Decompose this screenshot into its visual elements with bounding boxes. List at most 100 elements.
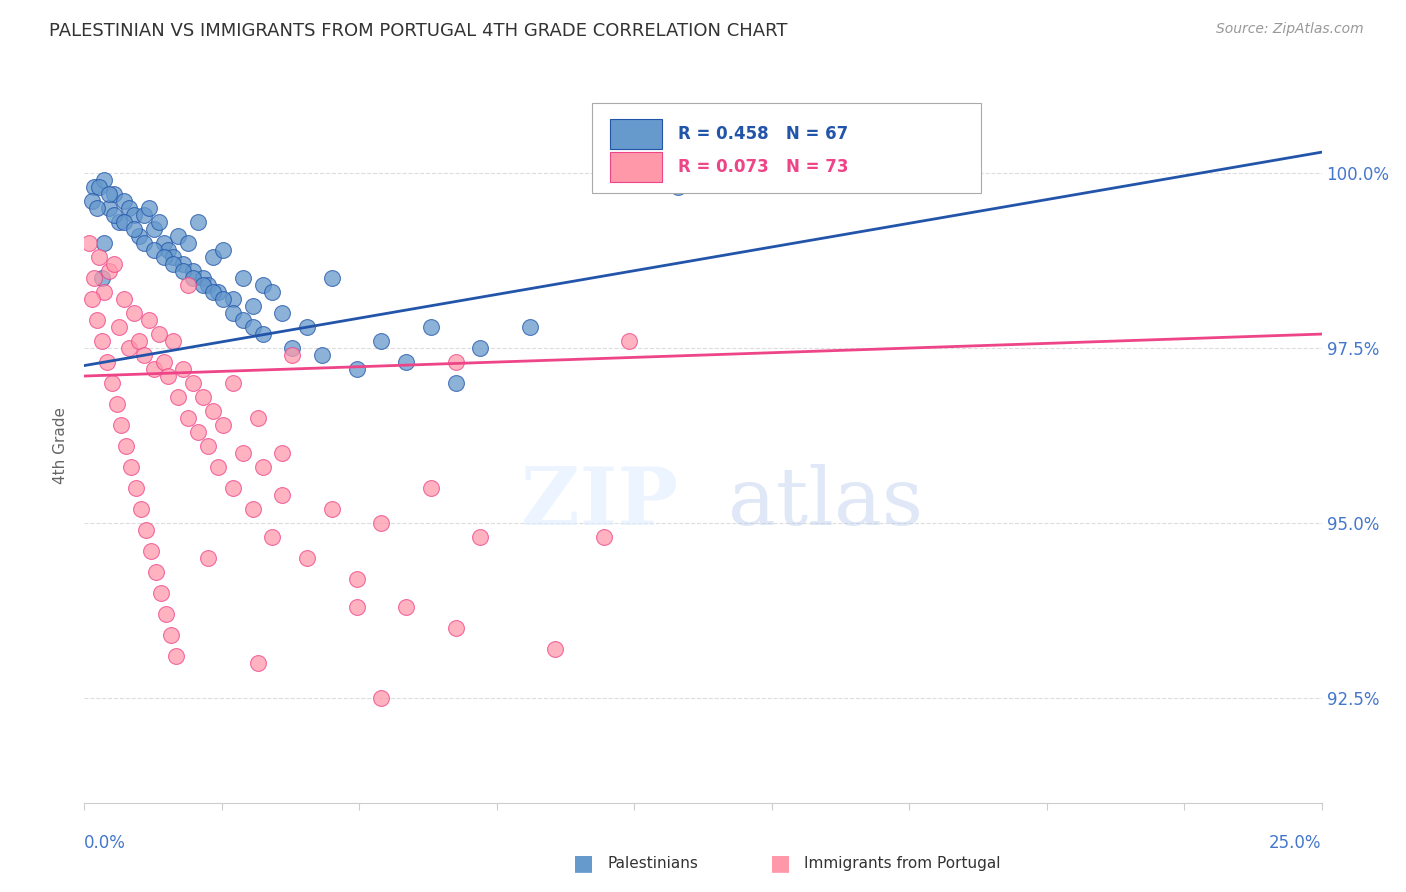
Point (444, 355, 467, 369)
Point (162, 334, 184, 348)
Point (128, 334, 150, 348)
Point (395, 599, 418, 614)
Point (98, 264, 121, 278)
Text: Source: ZipAtlas.com: Source: ZipAtlas.com (1216, 22, 1364, 37)
Point (271, 306, 294, 320)
Point (132, 208, 155, 222)
Point (103, 187, 125, 202)
FancyBboxPatch shape (610, 120, 662, 149)
Point (212, 417, 235, 432)
Point (187, 425, 209, 439)
Point (138, 313, 160, 327)
Point (80, 292, 103, 306)
Point (281, 341, 304, 355)
Point (79, 236, 101, 251)
Point (311, 348, 333, 362)
Point (232, 271, 254, 285)
Point (177, 411, 200, 425)
Point (419, 320, 441, 334)
Text: Palestinians: Palestinians (607, 856, 699, 871)
Text: R = 0.458   N = 67: R = 0.458 N = 67 (678, 125, 848, 143)
Point (766, 173, 789, 187)
Point (125, 481, 148, 495)
Point (252, 278, 274, 293)
Text: ■: ■ (574, 854, 593, 873)
Point (207, 285, 229, 299)
Point (172, 362, 194, 376)
Point (181, 376, 204, 390)
Point (370, 334, 392, 348)
Point (346, 572, 368, 586)
Point (197, 439, 219, 453)
Point (346, 362, 368, 376)
Point (191, 390, 214, 404)
Point (96, 355, 118, 369)
Point (162, 257, 184, 271)
Point (160, 628, 183, 642)
Point (202, 404, 225, 418)
Point (222, 292, 245, 306)
Point (89, 180, 111, 194)
Point (103, 208, 125, 222)
Point (103, 257, 125, 271)
Text: Immigrants from Portugal: Immigrants from Portugal (804, 856, 1001, 871)
Point (83, 180, 105, 194)
Point (172, 264, 194, 278)
Point (118, 201, 141, 215)
Point (108, 320, 131, 334)
Point (128, 229, 150, 244)
Point (93, 285, 115, 299)
Text: atlas: atlas (728, 464, 922, 542)
Point (122, 222, 145, 236)
Point (246, 411, 269, 425)
Point (105, 397, 128, 411)
Point (162, 250, 184, 264)
Point (177, 236, 200, 251)
Text: 0.0%: 0.0% (84, 834, 127, 852)
FancyBboxPatch shape (592, 103, 981, 193)
Point (295, 320, 318, 334)
Point (191, 278, 214, 293)
Text: 25.0%: 25.0% (1270, 834, 1322, 852)
Point (142, 222, 165, 236)
Point (90, 334, 112, 348)
Point (191, 271, 214, 285)
Point (98, 187, 121, 202)
Point (232, 446, 254, 460)
Point (148, 327, 170, 342)
Point (90, 271, 112, 285)
Point (321, 271, 343, 285)
Point (222, 306, 245, 320)
Point (165, 648, 187, 663)
Point (157, 369, 180, 384)
Point (141, 544, 163, 558)
Point (252, 460, 274, 475)
Point (155, 607, 177, 621)
Point (86, 201, 108, 215)
FancyBboxPatch shape (610, 152, 662, 182)
Point (222, 481, 245, 495)
Point (167, 229, 190, 244)
Point (321, 502, 343, 516)
Point (202, 285, 225, 299)
Point (112, 292, 135, 306)
Point (145, 565, 167, 579)
Point (132, 236, 155, 251)
Point (187, 215, 209, 229)
Point (370, 516, 392, 530)
Point (242, 320, 264, 334)
Point (617, 334, 640, 348)
Y-axis label: 4th Grade: 4th Grade (53, 408, 69, 484)
Point (108, 215, 131, 229)
Point (122, 208, 145, 222)
Point (181, 264, 204, 278)
Point (177, 278, 200, 293)
Point (232, 313, 254, 327)
Point (207, 460, 229, 475)
Point (242, 502, 264, 516)
Point (110, 417, 132, 432)
Point (118, 341, 141, 355)
Point (172, 257, 194, 271)
Point (271, 446, 294, 460)
Point (157, 243, 180, 257)
